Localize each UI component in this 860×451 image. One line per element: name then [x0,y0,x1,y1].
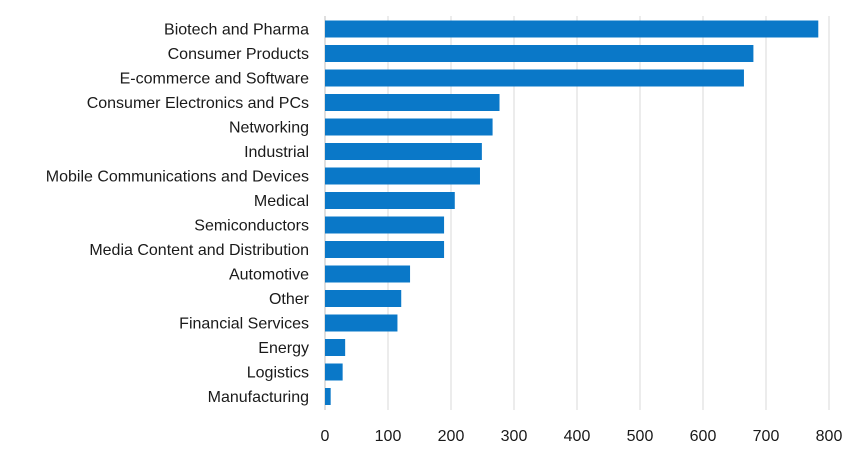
category-label: Automotive [229,267,309,284]
bar-logistics [325,363,343,381]
category-label: Semiconductors [194,218,309,235]
category-labels: Biotech and Pharma Consumer Products E-com… [46,22,310,407]
bar-consumer-products [325,45,754,62]
category-label: Medical [254,193,309,210]
category-label: Manufacturing [208,389,309,406]
x-tick-label: 100 [375,428,402,445]
bar-energy [325,339,346,356]
x-axis-tick-labels: 0 100 200 300 400 500 600 700 800 [321,428,843,445]
bar-medical [325,192,455,209]
bar-mobile-communications-and-devices [325,167,480,185]
category-label: Logistics [247,365,309,382]
x-tick-label: 300 [501,428,528,445]
bar-networking [325,118,493,136]
bar-industrial [325,143,482,160]
category-label: E-commerce and Software [120,71,310,88]
category-label: Mobile Communications and Devices [46,169,309,186]
bar-biotech-and-pharma [325,20,819,38]
bar-automotive [325,265,411,283]
category-label: Networking [229,120,309,137]
bar-semiconductors [325,216,445,234]
category-label: Other [269,291,310,308]
x-tick-label: 500 [627,428,654,445]
category-label: Industrial [244,144,309,161]
x-tick-label: 700 [753,428,780,445]
x-tick-label: 800 [816,428,843,445]
bar-consumer-electronics-and-pcs [325,94,500,111]
x-tick-label: 600 [690,428,717,445]
bar-media-content-and-distribution [325,241,445,258]
category-label: Financial Services [179,316,309,333]
bar-manufacturing [325,388,331,405]
bar-financial-services [325,314,398,332]
category-label: Media Content and Distribution [89,242,309,259]
x-tick-label: 400 [564,428,591,445]
category-label: Energy [258,340,309,357]
category-label: Consumer Products [168,46,309,63]
x-tick-label: 200 [438,428,465,445]
bars [325,20,819,405]
bar-e-commerce-and-software [325,69,744,87]
category-label: Consumer Electronics and PCs [87,95,309,112]
bar-other [325,290,402,307]
category-label: Biotech and Pharma [164,22,309,39]
x-tick-label: 0 [321,428,330,445]
